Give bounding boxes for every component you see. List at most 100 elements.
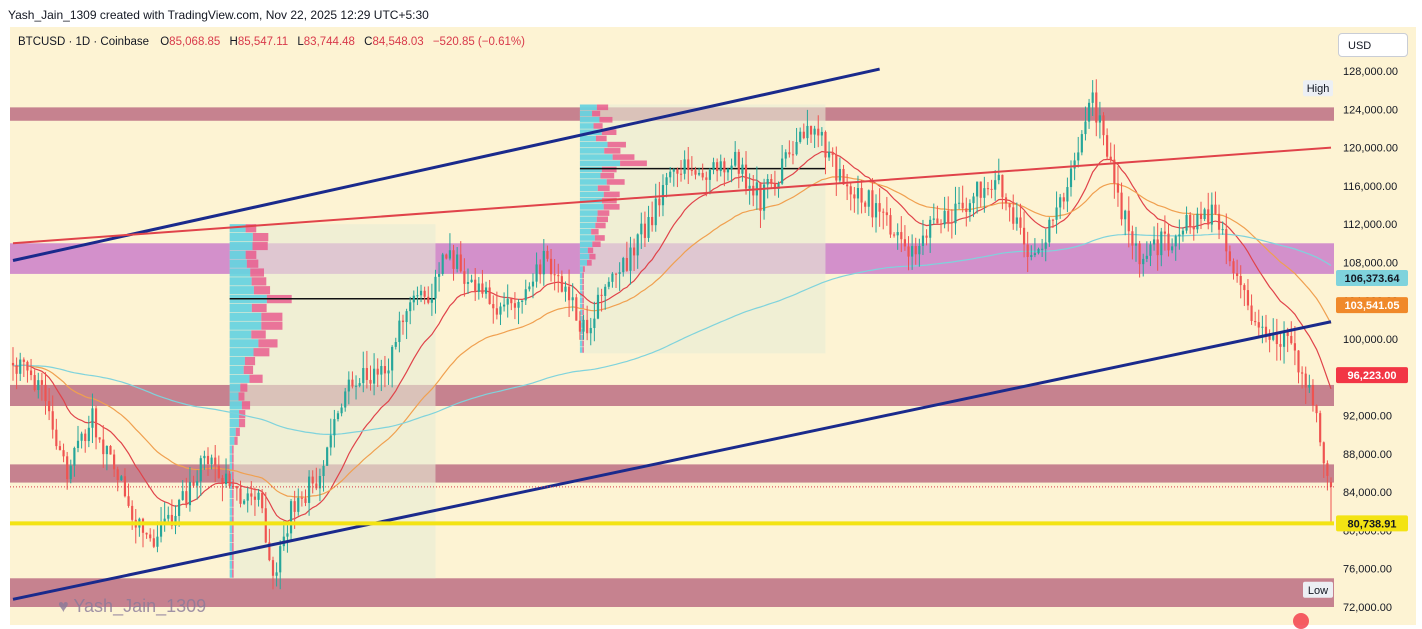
volume-bar-down (232, 507, 234, 516)
volume-bar-down (258, 339, 278, 348)
candle-body (131, 505, 134, 520)
candle-body (29, 370, 33, 376)
candle-body (76, 440, 80, 448)
candle-body (26, 361, 29, 371)
candle-body (1290, 335, 1293, 344)
candle-body (817, 128, 820, 136)
candle-body (167, 514, 170, 519)
candle-body (820, 131, 823, 136)
candle-body (510, 298, 513, 304)
candle-body (1217, 213, 1221, 230)
candle-body (849, 186, 852, 195)
candle-body (73, 447, 76, 466)
candle-body (799, 131, 802, 142)
price-label: 80,738.91 (1348, 518, 1397, 530)
volume-bar-up (229, 436, 235, 445)
candle-body (1019, 217, 1022, 228)
volume-bar-up (229, 489, 233, 499)
candle-body (654, 198, 657, 226)
candle-body (44, 384, 47, 402)
volume-bar-up (229, 232, 253, 242)
volume-bar-up (229, 392, 239, 401)
candle-body (503, 304, 506, 307)
y-tick-label: 76,000.00 (1343, 564, 1392, 576)
symbol-label[interactable]: BTCUSD · 1D · Coinbase (18, 36, 150, 48)
volume-bar-up (229, 480, 233, 490)
candle-body (149, 534, 152, 539)
candle-body (582, 319, 585, 332)
candle-body (1044, 242, 1047, 249)
volume-bar-up (579, 141, 608, 148)
candle-body (723, 161, 726, 173)
candle-body (979, 181, 982, 198)
candle-body (484, 287, 488, 294)
volume-bar-down (595, 222, 606, 229)
volume-bar-down (603, 191, 620, 198)
candle-body (373, 368, 376, 384)
candle-body (11, 362, 15, 366)
candle-body (1329, 481, 1333, 487)
candle-body (304, 498, 307, 503)
candle-body (271, 560, 275, 576)
candle-body (1199, 213, 1203, 220)
candle-body (1066, 187, 1069, 202)
volume-bar-down (582, 347, 584, 353)
candle-body (416, 295, 419, 297)
candle-body (203, 455, 206, 459)
candle-body (1134, 243, 1138, 246)
volume-bar-down (251, 303, 267, 313)
price-label: 96,223.00 (1348, 370, 1397, 382)
candle-body (398, 320, 401, 343)
candle-body (1041, 248, 1044, 250)
candle-body (84, 433, 87, 442)
volume-bar-up (579, 328, 583, 335)
candle-body (1131, 231, 1134, 246)
y-tick-label: 112,000.00 (1343, 219, 1397, 231)
volume-bar-down (232, 525, 234, 534)
candle-body (907, 246, 910, 257)
high-value: 85,547.11 (237, 36, 289, 48)
volume-bar-up (229, 250, 246, 259)
candle-body (1001, 174, 1004, 198)
candle-body (575, 297, 578, 321)
candle-body (795, 141, 798, 155)
candle-body (524, 289, 527, 301)
candle-body (1073, 160, 1076, 169)
candle-body (336, 413, 340, 420)
candle-body (762, 184, 766, 211)
zone-support-4 (10, 578, 1334, 607)
candle-body (943, 210, 946, 225)
candle-body (777, 183, 780, 189)
candle-body (1113, 159, 1116, 184)
volume-bar-down (261, 312, 283, 321)
volume-bar-down (601, 129, 617, 136)
volume-bar-up (579, 278, 583, 285)
candle-body (878, 203, 881, 212)
candle-body (528, 286, 531, 290)
volume-bar-up (579, 241, 593, 247)
volume-bar-down (232, 569, 234, 578)
open-value: 85,068.85 (169, 36, 221, 48)
candle-body (289, 501, 293, 534)
volume-bar-down (594, 235, 605, 241)
candle-body (726, 168, 730, 173)
candle-body (972, 196, 975, 204)
candle-body (513, 303, 517, 308)
candle-body (163, 518, 166, 523)
open-label: O (160, 36, 170, 48)
volume-bar-down (232, 489, 234, 499)
candle-body (423, 290, 426, 297)
candle-body (1297, 350, 1300, 373)
candle-body (354, 385, 358, 387)
volume-bar-up (229, 569, 233, 578)
currency-button[interactable]: USD (1338, 33, 1408, 57)
candle-body (701, 172, 704, 178)
y-tick-label: 72,000.00 (1343, 602, 1392, 614)
candle-body (1246, 290, 1250, 306)
low-label: L (297, 36, 304, 48)
volume-bar-up (579, 309, 583, 316)
volume-bar-down (232, 534, 234, 543)
candle-body (214, 457, 217, 466)
candle-body (1087, 102, 1091, 122)
